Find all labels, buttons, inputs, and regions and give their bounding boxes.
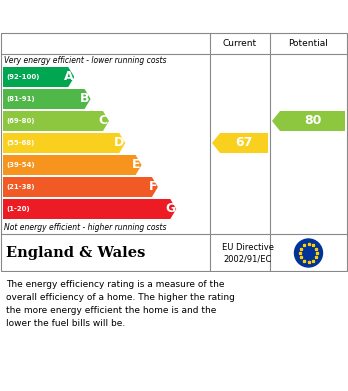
Polygon shape — [3, 89, 90, 109]
Text: (81-91): (81-91) — [6, 96, 34, 102]
Text: E: E — [132, 158, 141, 172]
Text: (92-100): (92-100) — [6, 74, 39, 80]
Text: 67: 67 — [235, 136, 253, 149]
Polygon shape — [272, 111, 345, 131]
Text: (1-20): (1-20) — [6, 206, 30, 212]
Text: Not energy efficient - higher running costs: Not energy efficient - higher running co… — [4, 223, 166, 232]
Text: C: C — [99, 115, 108, 127]
Polygon shape — [3, 199, 176, 219]
Text: D: D — [114, 136, 124, 149]
Polygon shape — [3, 155, 142, 175]
Polygon shape — [3, 67, 74, 87]
Text: England & Wales: England & Wales — [6, 246, 145, 260]
Text: The energy efficiency rating is a measure of the
overall efficiency of a home. T: The energy efficiency rating is a measur… — [6, 280, 235, 328]
Text: Potential: Potential — [288, 38, 329, 47]
Text: Energy Efficiency Rating: Energy Efficiency Rating — [10, 7, 213, 23]
Text: (69-80): (69-80) — [6, 118, 34, 124]
Text: (55-68): (55-68) — [6, 140, 34, 146]
Text: Very energy efficient - lower running costs: Very energy efficient - lower running co… — [4, 56, 166, 65]
Polygon shape — [3, 177, 158, 197]
Text: A: A — [64, 70, 73, 84]
Polygon shape — [3, 133, 125, 153]
Text: (21-38): (21-38) — [6, 184, 34, 190]
Text: Current: Current — [223, 38, 257, 47]
Text: 80: 80 — [304, 115, 321, 127]
Text: B: B — [80, 93, 89, 106]
Text: EU Directive
2002/91/EC: EU Directive 2002/91/EC — [222, 242, 274, 264]
Polygon shape — [3, 111, 109, 131]
Polygon shape — [212, 133, 268, 153]
Text: F: F — [148, 181, 157, 194]
Text: G: G — [165, 203, 175, 215]
Circle shape — [294, 239, 323, 267]
Text: (39-54): (39-54) — [6, 162, 34, 168]
